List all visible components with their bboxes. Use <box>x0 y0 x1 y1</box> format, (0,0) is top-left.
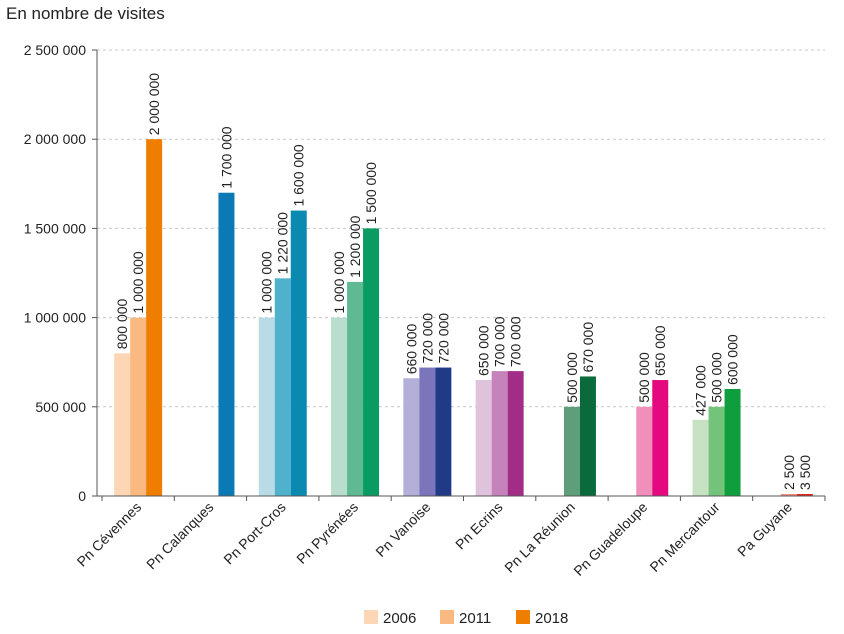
x-tick-label: Pn Pyrénées <box>293 499 361 567</box>
bars <box>114 139 813 496</box>
legend-swatch <box>364 610 378 624</box>
legend-swatch <box>440 610 454 624</box>
bar <box>419 367 436 496</box>
grid-lines <box>97 49 825 408</box>
x-tick-label: Pn Guadeloupe <box>570 499 650 579</box>
bar <box>563 406 580 496</box>
data-label: 720 000 <box>435 313 451 364</box>
bar <box>724 388 741 496</box>
chart-title: En nombre de visites <box>6 4 165 23</box>
legend-swatch <box>516 610 530 624</box>
data-label: 670 000 <box>580 322 596 373</box>
data-label: 660 000 <box>403 323 419 374</box>
data-label: 700 000 <box>492 316 508 367</box>
data-label: 650 000 <box>476 325 492 376</box>
data-label: 500 000 <box>564 352 580 403</box>
bar <box>347 281 364 496</box>
bar <box>290 210 307 496</box>
bar <box>114 353 131 496</box>
y-tick-label: 2 500 000 <box>24 42 86 58</box>
data-label: 500 000 <box>636 352 652 403</box>
bar <box>363 228 380 496</box>
bar <box>636 406 653 496</box>
y-tick-label: 2 000 000 <box>24 131 86 147</box>
data-label: 1 000 000 <box>130 251 146 313</box>
bar <box>796 494 813 496</box>
data-label: 800 000 <box>114 298 130 349</box>
bar <box>475 380 492 496</box>
x-tick-label: Pn Calanques <box>143 499 217 573</box>
data-label: 1 200 000 <box>347 215 363 277</box>
data-label: 720 000 <box>419 313 435 364</box>
legend-label: 2018 <box>535 610 568 627</box>
bar <box>274 278 291 496</box>
x-tick-label: Pn Cévennes <box>74 499 145 570</box>
legend: 2006 2011 2018 <box>364 610 568 627</box>
bar <box>692 419 709 496</box>
x-tick-label: Pn La Réunion <box>501 499 578 576</box>
legend-label: 2011 <box>459 610 491 627</box>
data-label: 427 000 <box>693 365 709 416</box>
data-label: 700 000 <box>508 316 524 367</box>
x-tick-label: Pn Mercantour <box>646 499 722 575</box>
data-label: 1 000 000 <box>331 251 347 313</box>
x-tick-label: Pa Guyane <box>734 499 795 560</box>
bar <box>435 367 452 496</box>
legend-label: 2006 <box>383 610 416 627</box>
data-label: 1 600 000 <box>291 144 307 206</box>
bar <box>708 406 725 496</box>
data-label: 1 000 000 <box>259 251 275 313</box>
data-label: 1 500 000 <box>363 162 379 224</box>
bar <box>491 371 508 496</box>
bar <box>130 317 147 496</box>
data-label: 1 700 000 <box>218 126 234 188</box>
data-label: 2 000 000 <box>146 73 162 135</box>
x-tick-label: Pn Vanoise <box>372 499 433 560</box>
x-tick-label: Pn Ecrins <box>452 499 506 553</box>
bar <box>403 378 420 496</box>
y-tick-label: 500 000 <box>35 399 86 415</box>
bar <box>258 317 275 496</box>
data-label: 600 000 <box>725 334 741 385</box>
y-tick-label: 1 000 000 <box>24 310 86 326</box>
y-tick-label: 1 500 000 <box>24 220 86 236</box>
data-label: 500 000 <box>709 352 725 403</box>
bar <box>331 317 348 496</box>
bar <box>146 139 163 496</box>
bar <box>218 192 235 496</box>
bar <box>579 376 596 496</box>
x-tick-label: Pn Port-Cros <box>220 499 289 568</box>
data-label: 1 220 000 <box>275 212 291 274</box>
bar <box>780 494 797 496</box>
bar <box>652 380 669 496</box>
data-label: 3 500 <box>797 455 813 490</box>
data-label: 650 000 <box>652 325 668 376</box>
y-tick-label: 0 <box>78 488 86 504</box>
bar <box>507 371 524 496</box>
y-axis: 0 500 000 1 000 000 1 500 000 2 000 000 2 500… <box>24 42 98 504</box>
data-label: 2 500 <box>781 455 797 490</box>
